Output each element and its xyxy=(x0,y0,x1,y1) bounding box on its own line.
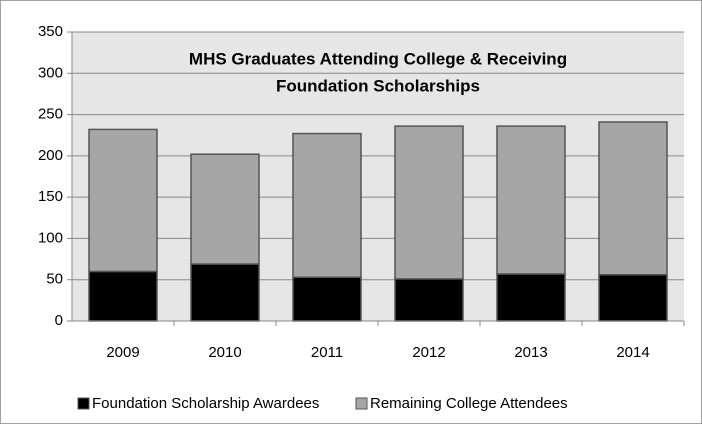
bar-segment xyxy=(598,274,668,322)
y-tick-label: 250 xyxy=(38,106,63,123)
bar-segment xyxy=(496,273,566,322)
bar-segment xyxy=(88,128,158,273)
y-tick-label: 150 xyxy=(38,188,63,205)
legend-swatch xyxy=(355,397,368,410)
bar-segment xyxy=(496,125,566,275)
bar-segment xyxy=(598,121,668,276)
bar-segment xyxy=(292,132,362,278)
y-tick-label: 100 xyxy=(38,229,63,246)
legend-label: Remaining College Attendees xyxy=(370,395,568,412)
bar-segment xyxy=(394,278,464,322)
x-tick-label: 2013 xyxy=(514,344,547,361)
plot-area xyxy=(72,32,684,321)
bar-segment xyxy=(190,153,260,265)
y-tick-label: 350 xyxy=(38,23,63,40)
legend-swatch xyxy=(77,397,90,410)
chart-title: MHS Graduates Attending College & Receiv… xyxy=(189,49,567,68)
y-tick-label: 300 xyxy=(38,64,63,81)
bar-segment xyxy=(88,270,158,322)
x-tick-label: 2009 xyxy=(106,344,139,361)
y-tick-label: 50 xyxy=(46,271,63,288)
x-tick-label: 2014 xyxy=(616,344,649,361)
y-tick-label: 0 xyxy=(55,312,63,329)
chart-title: Foundation Scholarships xyxy=(276,76,480,95)
bar-segment xyxy=(190,263,260,322)
x-tick-label: 2012 xyxy=(412,344,445,361)
bar-segment xyxy=(292,276,362,322)
x-tick-label: 2011 xyxy=(311,344,343,361)
legend-label: Foundation Scholarship Awardees xyxy=(92,395,319,412)
bar-segment xyxy=(394,125,464,280)
y-tick-label: 200 xyxy=(38,147,63,164)
x-tick-label: 2010 xyxy=(208,344,241,361)
